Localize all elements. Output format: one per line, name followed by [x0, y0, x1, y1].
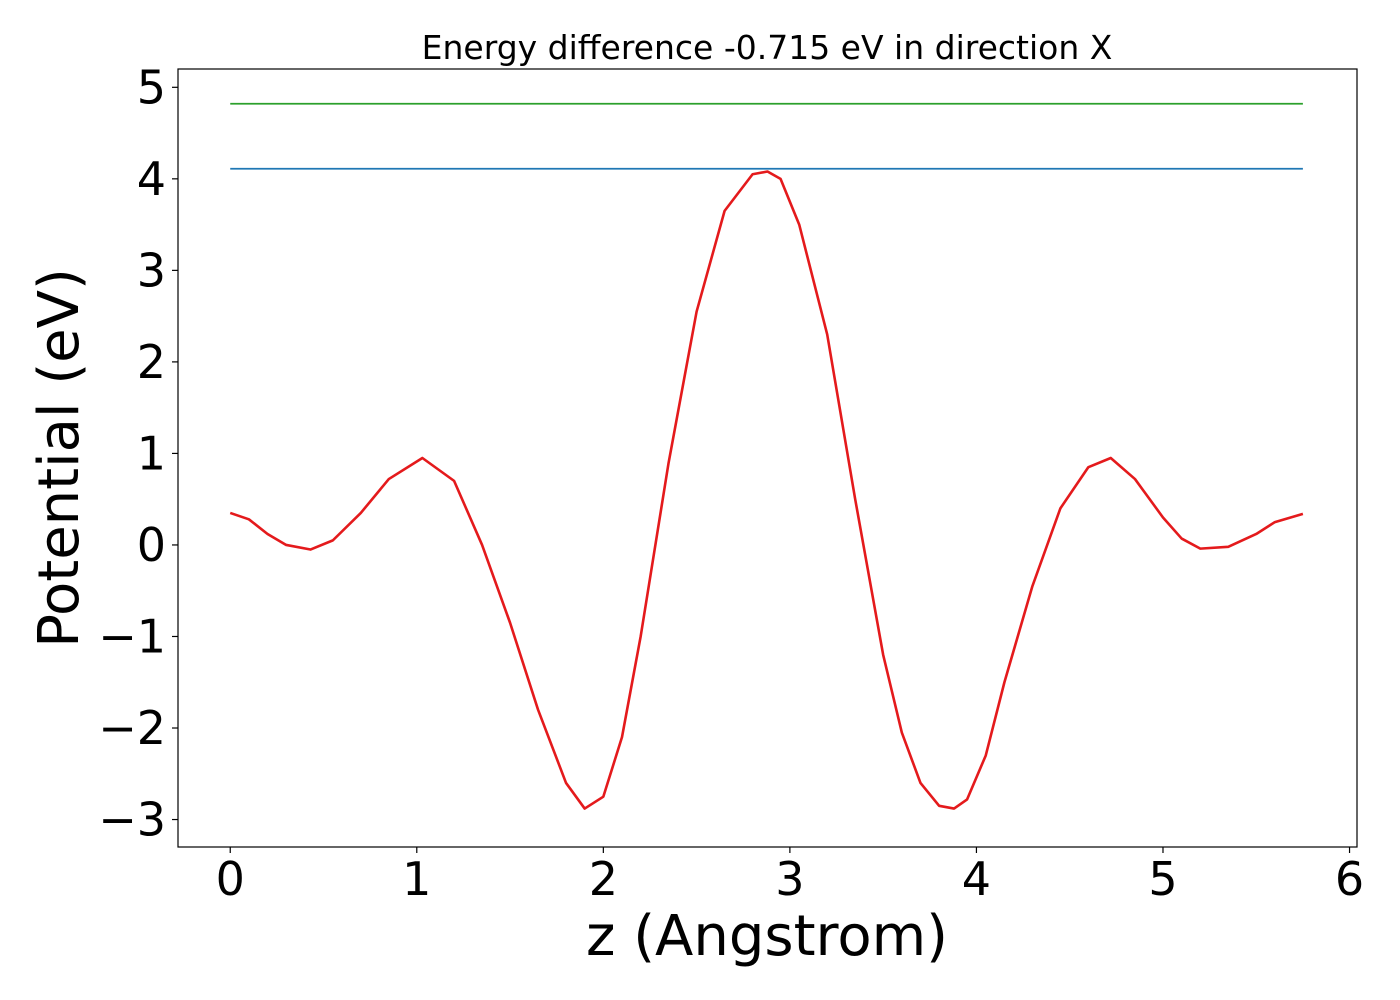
x-axis-title: z (Angstrom) [586, 904, 948, 969]
x-tick-label: 2 [589, 852, 618, 906]
x-tick-label: 6 [1335, 852, 1364, 906]
y-tick-label: 0 [137, 518, 166, 572]
x-tick-label: 1 [402, 852, 431, 906]
y-tick-label: 4 [137, 152, 166, 206]
x-tick-label: 0 [216, 852, 245, 906]
y-tick-label: −3 [98, 793, 166, 847]
y-tick-label: −1 [98, 609, 166, 663]
axes: 0 1 2 3 4 5 6 5 4 3 2 1 0 −1 −2 −3 [98, 60, 1364, 906]
y-tick-label: 1 [137, 426, 166, 480]
series-line-2 [229, 170, 1304, 810]
y-axis-title: Potential (eV) [27, 268, 92, 648]
chart-title: Energy difference -0.715 eV in direction… [422, 28, 1113, 67]
x-tick-label: 3 [775, 852, 804, 906]
plot-area [229, 102, 1304, 810]
y-tick-label: 2 [137, 335, 166, 389]
y-tick-label: 5 [137, 60, 166, 114]
y-tick-label: 3 [137, 243, 166, 297]
x-tick-label: 5 [1148, 852, 1177, 906]
y-tick-label: −2 [98, 701, 166, 755]
plot-frame [177, 68, 1358, 848]
x-tick-label: 4 [962, 852, 991, 906]
